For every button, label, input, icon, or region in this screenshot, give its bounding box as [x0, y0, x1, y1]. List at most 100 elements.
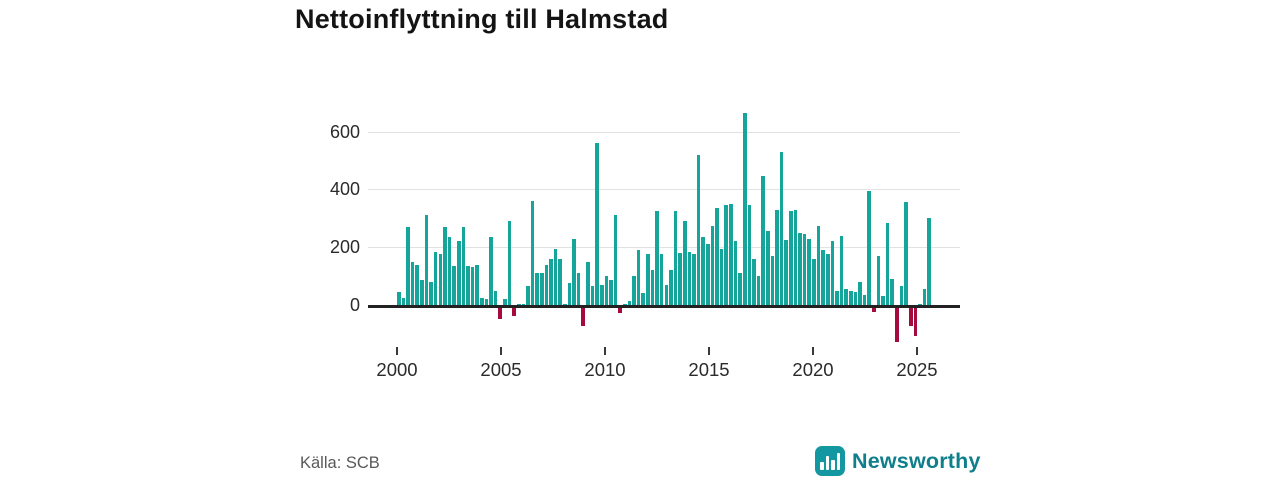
x-axis-tick	[604, 347, 606, 355]
bar-positive	[816, 225, 821, 305]
bar-positive	[429, 281, 433, 305]
bar-positive	[742, 112, 747, 305]
bar-positive	[844, 289, 848, 305]
bar-positive	[521, 303, 526, 305]
newsworthy-wordmark: Newsworthy	[852, 448, 981, 473]
bar-positive	[563, 303, 567, 305]
bar-negative	[512, 307, 516, 317]
x-axis-tick	[396, 347, 398, 355]
bar-positive	[706, 244, 710, 305]
bar-positive	[659, 254, 664, 305]
bar-positive	[710, 225, 715, 305]
icon-bar	[836, 453, 840, 470]
bar-positive	[682, 221, 687, 305]
bar-positive	[452, 265, 456, 305]
bar-positive	[470, 267, 475, 305]
bar-positive	[733, 241, 738, 305]
bar-positive	[558, 258, 562, 305]
bar-positive	[424, 215, 429, 305]
bar-positive	[701, 237, 705, 305]
bar-positive	[397, 292, 401, 305]
x-axis-tick-label: 2000	[376, 359, 418, 380]
bar-positive	[876, 255, 881, 305]
bar-positive	[890, 278, 895, 305]
bar-negative	[618, 307, 622, 314]
page-title: Nettoinflyttning till Halmstad	[295, 4, 669, 34]
x-axis-tick	[708, 347, 710, 355]
newsworthy-logo: Newsworthy	[815, 446, 981, 476]
bar-positive	[655, 211, 659, 305]
x-axis-tick	[812, 347, 814, 355]
source-label: Källa: SCB	[300, 454, 380, 472]
bar-positive	[858, 281, 862, 305]
y-gridline	[368, 247, 960, 249]
bar-positive	[544, 264, 549, 305]
bar-positive	[669, 270, 673, 305]
x-axis-tick	[500, 347, 502, 355]
bar-positive	[927, 218, 931, 305]
bar-positive	[835, 290, 839, 305]
bar-positive	[881, 296, 885, 305]
bar-positive	[899, 286, 904, 305]
bar-positive	[738, 273, 742, 305]
bar-positive	[480, 297, 484, 305]
icon-bar	[820, 462, 824, 470]
bar-positive	[604, 276, 609, 305]
bar-positive	[724, 205, 729, 305]
bar-positive	[692, 254, 696, 305]
bar-positive	[715, 208, 719, 305]
bar-positive	[526, 286, 530, 305]
bar-positive	[507, 221, 512, 305]
bar-positive	[664, 284, 669, 305]
icon-bar	[831, 460, 835, 470]
bar-positive	[830, 241, 835, 305]
bar-negative	[895, 307, 899, 343]
bar-positive	[586, 261, 590, 305]
y-axis-tick-label: 0	[349, 295, 360, 315]
bar-positive	[475, 264, 479, 305]
bar-positive	[779, 151, 784, 305]
icon-bar	[825, 456, 829, 470]
bar-positive	[503, 299, 507, 305]
bar-positive	[765, 231, 770, 305]
bar-positive	[673, 211, 678, 305]
bar-positive	[493, 290, 498, 305]
bar-positive	[539, 273, 544, 305]
bar-positive	[549, 258, 553, 305]
bar-positive	[609, 280, 613, 305]
bar-chart-icon	[815, 446, 845, 476]
bar-positive	[641, 293, 646, 305]
bar-positive	[406, 226, 410, 305]
bar-positive	[784, 239, 788, 305]
y-gridline	[368, 189, 960, 191]
bar-positive	[646, 254, 650, 305]
bar-positive	[599, 284, 604, 305]
bar-positive	[807, 238, 812, 305]
bar-positive	[461, 226, 466, 305]
bar-positive	[420, 280, 424, 305]
bar-positive	[632, 276, 636, 305]
x-axis-tick	[916, 347, 918, 355]
bar-positive	[747, 205, 752, 305]
bar-positive	[812, 258, 816, 305]
bar-positive	[530, 200, 535, 305]
bar-positive	[650, 270, 655, 305]
bar-negative	[498, 307, 503, 320]
x-axis-tick-label: 2020	[792, 359, 834, 380]
bar-positive	[447, 237, 452, 305]
x-axis-tick-label: 2015	[688, 359, 730, 380]
bar-positive	[567, 283, 572, 305]
bar-positive	[775, 209, 779, 305]
bar-positive	[627, 300, 632, 305]
bar-positive	[839, 235, 844, 305]
bar-positive	[756, 276, 761, 305]
bar-positive	[752, 258, 756, 305]
bar-positive	[798, 232, 802, 305]
bar-positive	[572, 238, 576, 305]
bar-positive	[802, 234, 807, 305]
bar-positive	[687, 251, 692, 305]
bar-positive	[516, 303, 521, 305]
bar-positive	[622, 303, 627, 305]
bar-positive	[789, 211, 793, 305]
